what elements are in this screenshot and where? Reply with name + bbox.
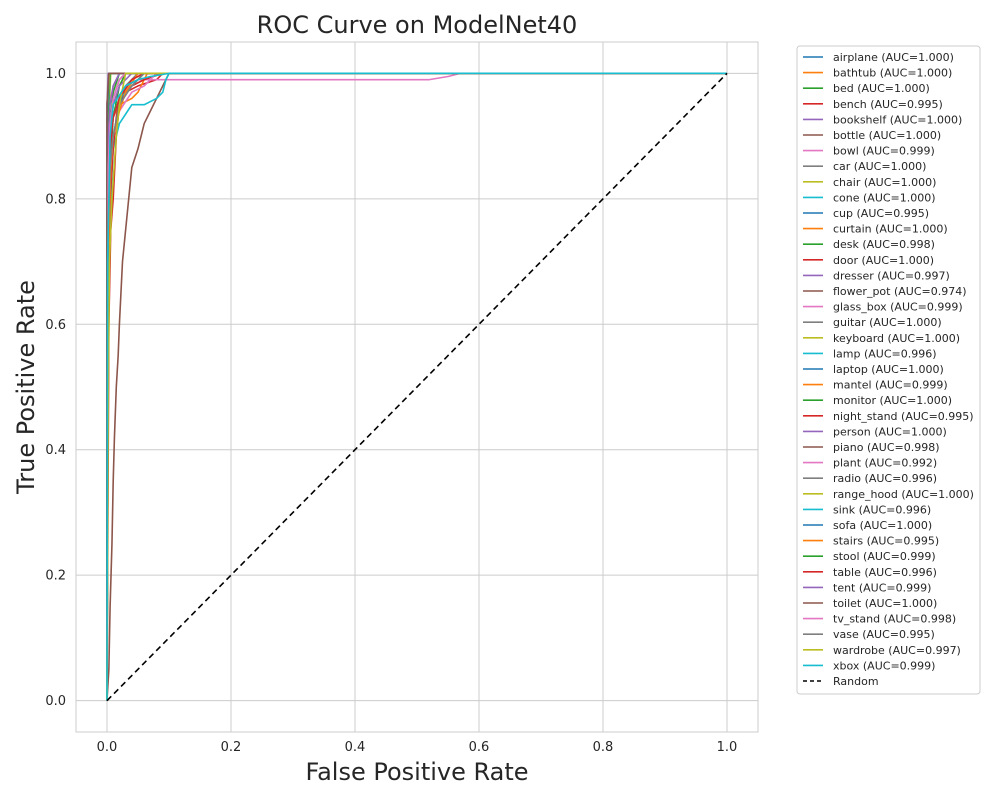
grid <box>76 42 758 732</box>
x-axis-title: False Positive Rate <box>305 758 528 786</box>
roc-line-39 <box>106 72 727 701</box>
legend-label: flower_pot (AUC=0.974) <box>833 285 967 298</box>
y-tick-label: 0.2 <box>45 569 66 584</box>
legend-label: laptop (AUC=1.000) <box>833 363 944 376</box>
legend-label: range_hood (AUC=1.000) <box>833 488 974 501</box>
series-lines <box>106 72 728 702</box>
legend: airplane (AUC=1.000) bathtub (AUC=1.000) b… <box>796 45 981 695</box>
legend-label: door (AUC=1.000) <box>833 254 934 267</box>
y-tick-label: 0.8 <box>45 192 66 207</box>
x-tick-label: 0.2 <box>221 740 242 755</box>
legend-label: sink (AUC=0.996) <box>833 503 931 516</box>
legend-label: curtain (AUC=1.000) <box>833 223 948 236</box>
legend-label: bottle (AUC=1.000) <box>833 129 941 142</box>
roc-line-15 <box>106 72 727 701</box>
legend-items: airplane (AUC=1.000) bathtub (AUC=1.000) b… <box>803 51 974 688</box>
legend-label: table (AUC=0.996) <box>833 566 937 579</box>
legend-label: person (AUC=1.000) <box>833 425 947 438</box>
legend-label: cup (AUC=0.995) <box>833 207 929 220</box>
legend-label: mantel (AUC=0.999) <box>833 379 948 392</box>
legend-label: piano (AUC=0.998) <box>833 441 940 454</box>
legend-label: glass_box (AUC=0.999) <box>833 301 963 314</box>
y-tick-label: 0.4 <box>45 443 66 458</box>
y-axis-ticks: 0.0 0.2 0.4 0.6 0.8 1.0 <box>45 67 66 709</box>
legend-label: stairs (AUC=0.995) <box>833 535 939 548</box>
legend-label: bowl (AUC=0.999) <box>833 145 935 158</box>
legend-label: chair (AUC=1.000) <box>833 176 936 189</box>
legend-label: toilet (AUC=1.000) <box>833 597 937 610</box>
legend-label: tv_stand (AUC=0.998) <box>833 613 956 626</box>
legend-label: bookshelf (AUC=1.000) <box>833 113 962 126</box>
legend-label: monitor (AUC=1.000) <box>833 394 952 407</box>
legend-label: xbox (AUC=0.999) <box>833 659 935 672</box>
x-tick-label: 0.6 <box>469 740 490 755</box>
legend-label: plant (AUC=0.992) <box>833 457 937 470</box>
legend-label: night_stand (AUC=0.995) <box>833 410 974 423</box>
legend-label: lamp (AUC=0.996) <box>833 347 937 360</box>
legend-label: desk (AUC=0.998) <box>833 238 935 251</box>
y-tick-label: 0.6 <box>45 318 66 333</box>
legend-label: sofa (AUC=1.000) <box>833 519 932 532</box>
legend-label: stool (AUC=0.999) <box>833 550 936 563</box>
chart-title: ROC Curve on ModelNet40 <box>257 11 578 39</box>
legend-label: radio (AUC=0.996) <box>833 472 937 485</box>
legend-label: bench (AUC=0.995) <box>833 98 943 111</box>
legend-label: keyboard (AUC=1.000) <box>833 332 960 345</box>
x-tick-label: 0.4 <box>345 740 366 755</box>
legend-label: bed (AUC=1.000) <box>833 82 930 95</box>
legend-label: guitar (AUC=1.000) <box>833 316 942 329</box>
legend-label: Random <box>833 675 879 688</box>
legend-label: airplane (AUC=1.000) <box>833 51 954 64</box>
x-tick-label: 1.0 <box>717 740 738 755</box>
random-baseline-line <box>106 72 728 702</box>
y-tick-label: 0.0 <box>45 694 66 709</box>
legend-box <box>796 45 981 695</box>
y-axis-title: True Positive Rate <box>12 280 40 495</box>
roc-line-38 <box>106 72 727 701</box>
legend-label: vase (AUC=0.995) <box>833 628 935 641</box>
x-tick-label: 0.0 <box>97 740 118 755</box>
x-tick-label: 0.8 <box>593 740 614 755</box>
y-tick-label: 1.0 <box>45 67 66 82</box>
legend-label: bathtub (AUC=1.000) <box>833 67 952 80</box>
legend-label: wardrobe (AUC=0.997) <box>833 644 961 657</box>
legend-label: tent (AUC=0.999) <box>833 581 931 594</box>
x-axis-ticks: 0.0 0.2 0.4 0.6 0.8 1.0 <box>97 740 738 755</box>
legend-label: car (AUC=1.000) <box>833 160 926 173</box>
legend-label: cone (AUC=1.000) <box>833 191 936 204</box>
legend-label: dresser (AUC=0.997) <box>833 269 950 282</box>
